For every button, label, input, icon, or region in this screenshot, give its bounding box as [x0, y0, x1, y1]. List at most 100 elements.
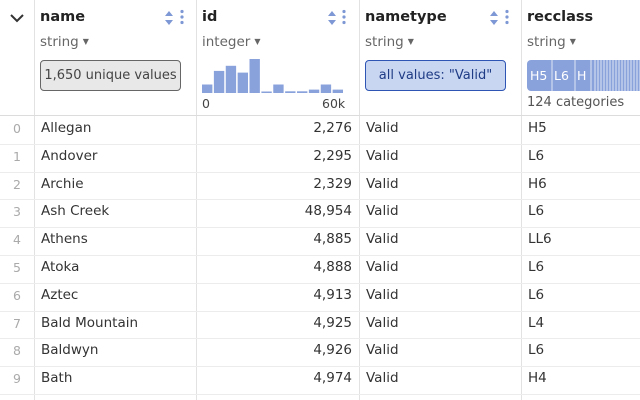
table-row[interactable]: 3 Ash Creek 48,954 Valid L6	[0, 199, 640, 227]
row-index: 9	[13, 371, 21, 387]
cell-recclass: L6	[528, 286, 545, 303]
table-row[interactable]: 2 Archie 2,329 Valid H6	[0, 172, 640, 200]
cell-id: 4,888	[313, 259, 352, 275]
cell-recclass: L6	[528, 259, 545, 275]
cell-name: Atoka	[41, 259, 80, 275]
row-divider	[0, 394, 640, 395]
cell-nametype: Valid	[366, 370, 399, 387]
row-index: 2	[13, 176, 21, 192]
column-type-selector[interactable]: string ▼	[40, 34, 89, 50]
cell-nametype: Valid	[366, 286, 399, 303]
table-row[interactable]: 0 Allegan 2,276 Valid H5	[0, 116, 640, 144]
column-title: recclass	[527, 9, 594, 25]
histogram-bar	[332, 89, 343, 93]
row-divider	[0, 366, 640, 368]
cell-nametype: Valid	[366, 314, 399, 331]
cell-recclass: H4	[528, 370, 547, 387]
cell-nametype: Valid	[366, 259, 399, 275]
caret-down-icon: ▼	[254, 37, 261, 46]
sort-icon[interactable]	[489, 10, 499, 26]
row-divider	[0, 282, 640, 284]
column-type-selector[interactable]: string ▼	[527, 34, 576, 50]
column-title: name	[40, 9, 86, 25]
row-divider	[0, 171, 640, 173]
sort-icon[interactable]	[164, 10, 174, 26]
row-divider	[0, 255, 640, 256]
row-divider	[0, 310, 640, 312]
category-frequency-bar[interactable]: H5 L6 H	[527, 60, 640, 91]
row-index: 0	[13, 121, 21, 136]
cell-id: 2,329	[313, 175, 352, 192]
histogram-min-label: 0	[202, 96, 210, 111]
cell-name: Bald Mountain	[41, 314, 139, 331]
category-count-label: 124 categories	[527, 95, 625, 110]
caret-down-icon: ▼	[569, 37, 576, 46]
table-row[interactable]: 9 Bath 4,974 Valid H4	[0, 366, 640, 394]
chevron-down-icon[interactable]	[9, 12, 25, 24]
cell-id: 4,885	[313, 231, 352, 248]
kebab-menu-icon[interactable]	[341, 9, 347, 25]
cell-nametype: Valid	[366, 175, 399, 192]
column-title: nametype	[365, 9, 447, 25]
cell-recclass: L4	[528, 314, 545, 331]
cell-recclass: L6	[528, 203, 545, 220]
header-divider	[0, 115, 640, 116]
column-header-recclass[interactable]: recclass string ▼	[521, 0, 640, 115]
row-index: 6	[13, 287, 21, 303]
cell-name: Baldwyn	[41, 342, 99, 359]
category-label: H	[577, 68, 586, 83]
category-label: L6	[554, 68, 569, 83]
column-header-id[interactable]: id integer ▼ 0 60k	[196, 0, 359, 115]
caret-down-icon: ▼	[82, 37, 89, 46]
column-type-selector[interactable]: string ▼	[365, 34, 414, 50]
row-index: 3	[13, 204, 21, 220]
column-header-name[interactable]: name string ▼ 1,650 unique values	[34, 0, 196, 115]
table-row[interactable]: 4 Athens 4,885 Valid LL6	[0, 227, 640, 255]
cell-name: Aztec	[41, 286, 79, 303]
cell-id: 4,926	[313, 342, 352, 359]
table-row[interactable]: 5 Atoka 4,888 Valid L6	[0, 255, 640, 283]
row-index: 7	[13, 315, 21, 331]
cell-id: 4,974	[313, 370, 352, 387]
unique-values-badge[interactable]: 1,650 unique values	[40, 60, 181, 91]
table-row[interactable]: 1 Andover 2,295 Valid L6	[0, 144, 640, 172]
cell-name: Allegan	[41, 120, 92, 136]
histogram-bar	[237, 72, 249, 93]
cell-recclass: L6	[528, 342, 545, 359]
table-row[interactable]: 7 Bald Mountain 4,925 Valid L4	[0, 311, 640, 339]
cell-nametype: Valid	[366, 231, 399, 248]
kebab-menu-icon[interactable]	[179, 9, 185, 25]
row-divider	[0, 199, 640, 201]
cell-recclass: L6	[528, 147, 545, 164]
row-index: 8	[13, 343, 21, 359]
cell-id: 4,925	[313, 314, 352, 331]
all-values-badge[interactable]: all values: "Valid"	[365, 60, 506, 91]
kebab-menu-icon[interactable]	[504, 9, 510, 25]
cell-recclass: H6	[528, 175, 547, 192]
table-row[interactable]: 8 Baldwyn 4,926 Valid L6	[0, 338, 640, 366]
column-type-selector[interactable]: integer ▼	[202, 34, 261, 50]
cell-name: Ash Creek	[41, 203, 110, 220]
row-index: 1	[13, 148, 21, 164]
histogram-bar	[202, 84, 213, 93]
histogram-max-label: 60k	[322, 96, 346, 111]
cell-id: 48,954	[304, 203, 352, 220]
caret-down-icon: ▼	[407, 37, 414, 46]
cell-nametype: Valid	[366, 120, 399, 136]
histogram-bar	[297, 91, 308, 93]
cell-nametype: Valid	[366, 147, 399, 164]
histogram-bar	[273, 84, 284, 93]
cell-name: Archie	[41, 175, 84, 192]
histogram-bar	[285, 91, 296, 93]
column-title: id	[202, 9, 218, 25]
histogram-bar	[213, 70, 225, 93]
histogram-bar	[320, 84, 332, 93]
sort-icon[interactable]	[327, 10, 337, 26]
id-histogram[interactable]	[202, 56, 343, 93]
cell-name: Bath	[41, 370, 73, 387]
cell-id: 2,276	[313, 120, 352, 136]
table-row[interactable]: 6 Aztec 4,913 Valid L6	[0, 283, 640, 311]
cell-nametype: Valid	[366, 203, 399, 220]
row-divider	[0, 338, 640, 340]
column-header-nametype[interactable]: nametype string ▼ all values: "Valid"	[359, 0, 521, 115]
